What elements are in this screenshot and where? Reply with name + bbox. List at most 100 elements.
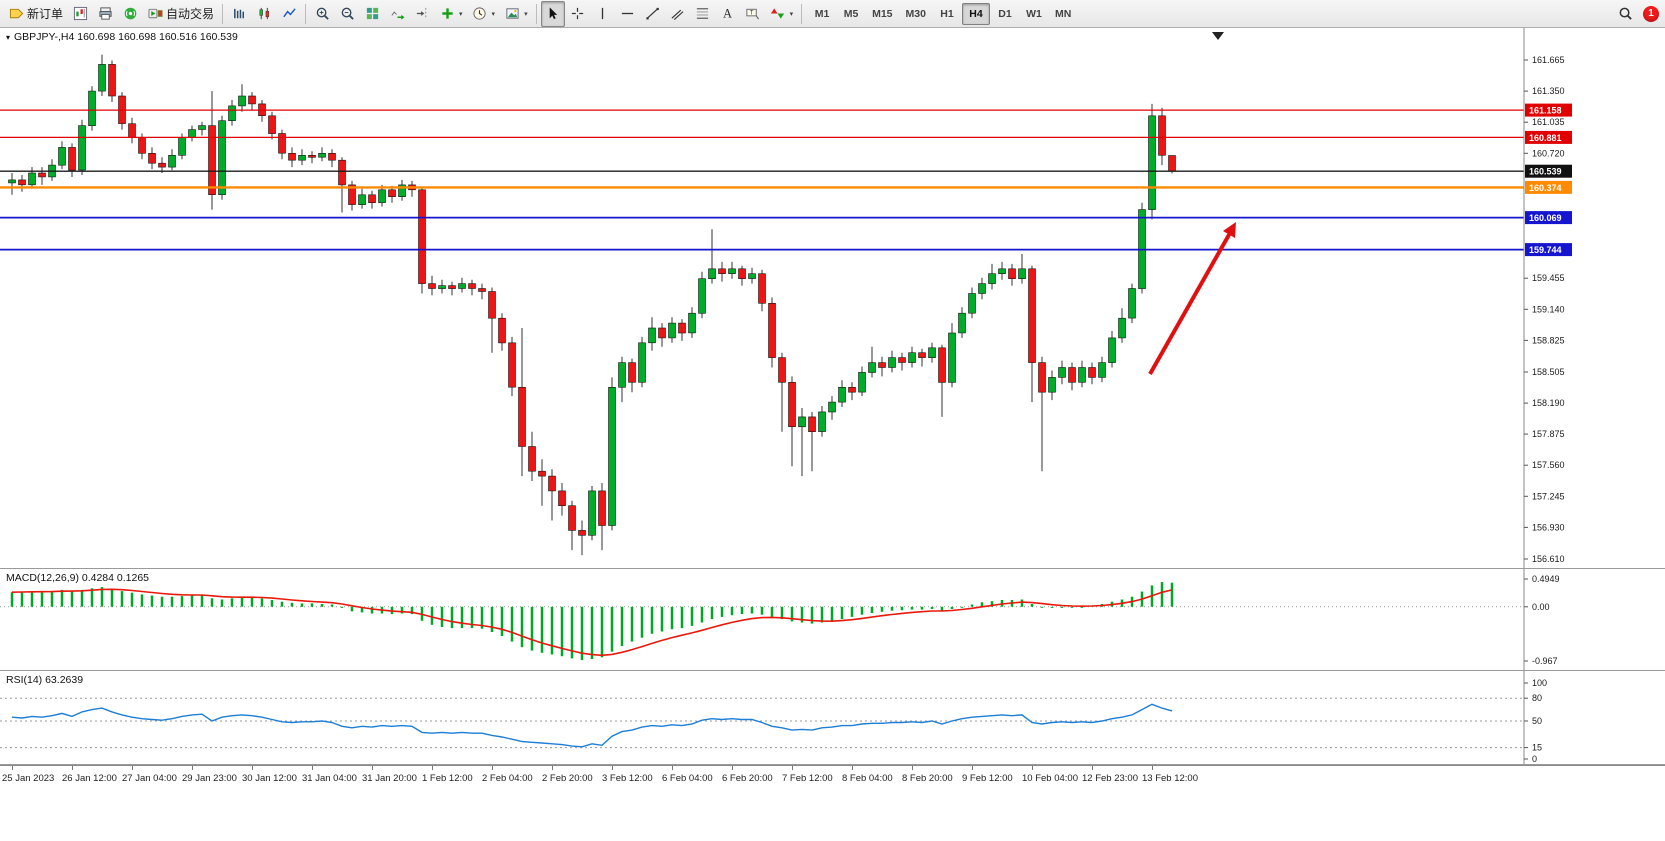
chevron-down-icon: ▾ bbox=[459, 10, 463, 18]
time-axis-tick bbox=[852, 766, 853, 770]
rsi-axis-label: 100 bbox=[1532, 678, 1547, 688]
horizontal-lines bbox=[0, 109, 1524, 251]
timeframe-button-group: M1 M5 M15 M30 H1 H4 D1 W1 MN bbox=[808, 2, 1077, 25]
time-axis-label: 29 Jan 23:00 bbox=[182, 773, 237, 784]
vertical-line-icon bbox=[595, 6, 611, 22]
time-axis-tick bbox=[612, 766, 613, 770]
vertical-line-button[interactable] bbox=[591, 1, 615, 27]
time-axis-label: 25 Jan 2023 bbox=[2, 773, 55, 784]
equidistant-channel-icon bbox=[670, 6, 686, 22]
time-axis-tick bbox=[1152, 766, 1153, 770]
indicators-button[interactable]: ▾ bbox=[435, 1, 467, 27]
chevron-down-icon: ▾ bbox=[491, 10, 496, 18]
time-axis[interactable]: 25 Jan 2023 26 Jan 12:00 27 Jan 04:00 29 Ja… bbox=[0, 765, 1665, 789]
timeframe-m30-button[interactable]: M30 bbox=[905, 7, 926, 20]
price-badge-160.539 bbox=[1525, 164, 1572, 178]
print-button[interactable] bbox=[93, 1, 117, 27]
auto-trading-button[interactable]: 自动交易 bbox=[143, 1, 218, 27]
time-axis-tick bbox=[432, 766, 433, 770]
macd-signal-line bbox=[11, 588, 1173, 657]
indicators-icon bbox=[439, 6, 455, 22]
news-button[interactable] bbox=[118, 1, 142, 27]
zoom-in-button[interactable] bbox=[310, 1, 334, 27]
bar-chart-button[interactable] bbox=[227, 1, 251, 27]
time-axis-tick bbox=[372, 766, 373, 770]
templates-icon bbox=[504, 6, 520, 22]
auto-scroll-button[interactable] bbox=[385, 1, 409, 27]
timeframe-m1-button[interactable]: M1 bbox=[814, 7, 830, 20]
price-axis-label: 161.350 bbox=[1532, 86, 1565, 96]
price-axis-label: 158.505 bbox=[1532, 367, 1565, 377]
timeframe-d1-button[interactable]: D1 bbox=[998, 7, 1012, 20]
timeframe-m5-button[interactable]: M5 bbox=[843, 7, 859, 20]
main-chart-pane: ▾ GBPJPY-,H4 160.698 160.698 160.516 160.… bbox=[0, 28, 1665, 569]
search-button[interactable] bbox=[1613, 1, 1637, 27]
cursor-button[interactable] bbox=[540, 0, 565, 27]
rsi-label: RSI(14) 63.2639 bbox=[6, 674, 84, 686]
auto-scroll-icon bbox=[389, 6, 405, 22]
bar-chart-icon bbox=[231, 6, 247, 22]
rsi-line bbox=[11, 703, 1173, 748]
equidistant-channel-button[interactable] bbox=[666, 1, 690, 27]
auto-trading-label: 自动交易 bbox=[166, 7, 215, 21]
one-click-trading-toggle[interactable]: ▾ bbox=[6, 33, 11, 42]
price-badge-text: 161.158 bbox=[1529, 106, 1562, 116]
horizontal-line-icon bbox=[620, 6, 636, 22]
timeframe-mn-button[interactable]: MN bbox=[1054, 7, 1072, 20]
time-axis-tick bbox=[12, 766, 13, 770]
rsi-axis-label: 50 bbox=[1532, 716, 1542, 726]
candlestick-chart-icon bbox=[256, 6, 272, 22]
price-axis-label: 156.610 bbox=[1532, 554, 1565, 564]
price-axis-label: 156.930 bbox=[1532, 522, 1565, 532]
macd-canvas[interactable]: 0.4949 0.00 -0.967 bbox=[0, 569, 1665, 670]
crosshair-icon bbox=[570, 6, 586, 22]
toolbar-separator bbox=[801, 3, 803, 24]
timeframe-m15-button[interactable]: M15 bbox=[872, 7, 893, 20]
periods-button[interactable]: ▾ bbox=[468, 1, 500, 27]
trendline-icon bbox=[645, 6, 661, 22]
toolbar-button-group: 新订单 自动交易 ▾ ▾ ▾ A T ▾ bbox=[4, 0, 805, 27]
timeframe-h1-button[interactable]: H1 bbox=[940, 7, 954, 20]
notification-badge[interactable]: 1 bbox=[1643, 5, 1659, 22]
templates-button[interactable]: ▾ bbox=[500, 1, 532, 27]
tile-windows-button[interactable] bbox=[360, 1, 384, 27]
trendline-button[interactable] bbox=[641, 1, 665, 27]
chart-shift-button[interactable] bbox=[410, 1, 434, 27]
main-chart-canvas[interactable]: 161.665 161.350 161.035 160.720 159.455 159.1… bbox=[0, 28, 1665, 568]
tile-windows-icon bbox=[364, 6, 380, 22]
time-axis-tick bbox=[912, 766, 913, 770]
fibonacci-retracement-button[interactable] bbox=[691, 1, 715, 27]
trend-arrow-annotation[interactable] bbox=[1148, 222, 1236, 375]
cursor-icon bbox=[545, 6, 561, 22]
search-icon bbox=[1617, 6, 1633, 22]
macd-label: MACD(12,26,9) 0.4284 0.1265 bbox=[6, 572, 150, 584]
candlestick-chart-button[interactable] bbox=[252, 1, 276, 27]
price-axis-label: 158.825 bbox=[1532, 335, 1565, 345]
timeframe-h4-button[interactable]: H4 bbox=[961, 2, 990, 25]
chart-shift-marker[interactable] bbox=[1212, 32, 1224, 40]
time-axis-tick bbox=[732, 766, 733, 770]
price-axis-label: 161.035 bbox=[1532, 117, 1565, 127]
line-chart-icon bbox=[281, 6, 297, 22]
time-axis-tick bbox=[492, 766, 493, 770]
price-badge-160.881 bbox=[1525, 130, 1572, 144]
crosshair-button[interactable] bbox=[566, 1, 590, 27]
horizontal-line-button[interactable] bbox=[616, 1, 640, 27]
text-label-button[interactable]: T bbox=[741, 1, 765, 27]
time-axis-tick bbox=[192, 766, 193, 770]
line-chart-button[interactable] bbox=[277, 1, 301, 27]
zoom-out-button[interactable] bbox=[335, 1, 359, 27]
rsi-canvas[interactable]: 100 80 50 150 bbox=[0, 671, 1665, 764]
time-axis-label: 10 Feb 04:00 bbox=[1022, 773, 1078, 784]
time-axis-label: 6 Feb 04:00 bbox=[662, 773, 713, 784]
text-button[interactable]: A bbox=[716, 1, 740, 27]
new-chart-button[interactable] bbox=[68, 1, 92, 27]
arrows-button[interactable]: ▾ bbox=[766, 1, 798, 27]
price-badge-160.374 bbox=[1525, 180, 1572, 194]
rsi-axis-label: 80 bbox=[1532, 693, 1542, 703]
new-order-icon bbox=[8, 6, 24, 22]
new-order-button[interactable]: 新订单 bbox=[4, 1, 67, 27]
price-axis-label: 158.190 bbox=[1532, 398, 1565, 408]
timeframe-w1-button[interactable]: W1 bbox=[1026, 7, 1042, 20]
time-axis-label: 9 Feb 12:00 bbox=[962, 773, 1013, 784]
